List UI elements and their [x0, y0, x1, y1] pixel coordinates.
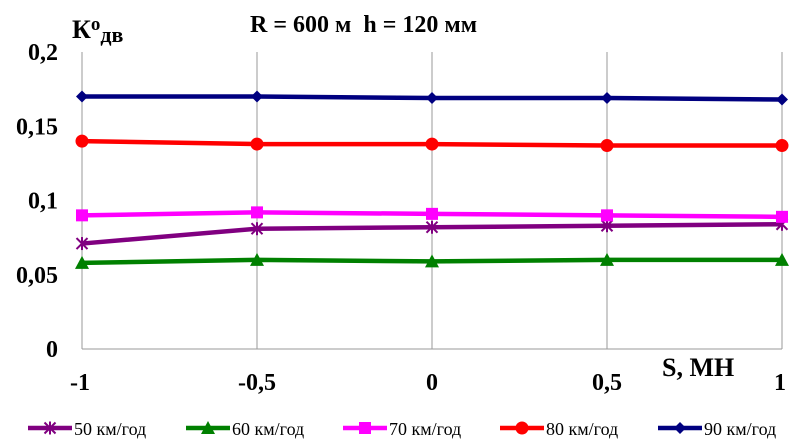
- data-point: [75, 134, 89, 148]
- y-axis-label-main: К: [72, 15, 91, 44]
- data-point: [425, 254, 439, 268]
- series-layer: [75, 90, 789, 269]
- legend-swatch-marker: [201, 421, 215, 434]
- series-0: [75, 217, 789, 251]
- data-point: [250, 252, 264, 266]
- data-point: [250, 137, 264, 151]
- series-1: [75, 252, 789, 269]
- data-point: [251, 90, 263, 103]
- legend-item: 60 км/год: [186, 419, 304, 439]
- legend: 50 км/год 60 км/год 70 км/год 80 км/год 90 к…: [28, 419, 776, 439]
- data-point: [776, 210, 788, 223]
- y-axis-label: Кодв: [72, 14, 123, 47]
- y-tick-label: 0: [46, 337, 58, 363]
- x-tick-label: 0: [426, 370, 438, 396]
- data-point: [600, 139, 614, 153]
- x-tick-label: -0,5: [238, 370, 276, 396]
- data-point: [75, 237, 89, 251]
- y-tick-label: 0,15: [16, 114, 58, 140]
- legend-swatch-marker: [515, 421, 529, 435]
- data-point: [425, 220, 439, 234]
- labels: Кодв R = 600 м h = 120 мм S, МН: [72, 12, 734, 382]
- y-tick-label: 0,05: [16, 263, 58, 289]
- data-point: [601, 92, 613, 105]
- y-tick-label: 0,2: [28, 40, 58, 66]
- legend-item: 80 км/год: [500, 419, 618, 439]
- legend-label: 80 км/год: [546, 419, 618, 439]
- series-3: [75, 134, 789, 153]
- data-point: [425, 137, 439, 151]
- series-4: [76, 90, 788, 106]
- data-point: [600, 219, 614, 233]
- axes: 0 0,05 0,1 0,15 0,2 -1 -0,5 0 0,5 1: [16, 40, 786, 396]
- data-point: [76, 90, 88, 103]
- x-tick-label: 0,5: [592, 370, 622, 396]
- legend-swatch-marker: [674, 422, 686, 434]
- legend-swatch-marker: [359, 422, 371, 434]
- data-point: [600, 252, 614, 266]
- y-axis-label-sub: дв: [100, 22, 123, 47]
- data-point: [776, 93, 788, 106]
- data-point: [76, 209, 88, 222]
- x-axis-label: S, МН: [662, 353, 734, 382]
- data-point: [251, 206, 263, 219]
- data-point: [250, 222, 264, 236]
- x-tick-label: -1: [70, 370, 90, 396]
- legend-label: 90 км/год: [704, 419, 776, 439]
- data-point: [775, 252, 789, 266]
- legend-item: 50 км/год: [28, 419, 146, 439]
- legend-label: 70 км/год: [389, 419, 461, 439]
- chart-title: R = 600 м h = 120 мм: [250, 12, 477, 38]
- legend-item: 90 км/год: [658, 419, 776, 439]
- legend-label: 60 км/год: [232, 419, 304, 439]
- data-point: [775, 139, 789, 153]
- legend-item: 70 км/год: [343, 419, 461, 439]
- y-axis-label-sup: о: [91, 14, 101, 35]
- data-point: [75, 255, 89, 269]
- data-point: [601, 209, 613, 222]
- legend-label: 50 км/год: [74, 419, 146, 439]
- x-tick-label: 1: [774, 370, 786, 396]
- data-point: [426, 207, 438, 220]
- data-point: [426, 92, 438, 105]
- legend-swatch-marker: [43, 421, 57, 435]
- series-2: [76, 206, 788, 223]
- y-tick-label: 0,1: [28, 189, 58, 215]
